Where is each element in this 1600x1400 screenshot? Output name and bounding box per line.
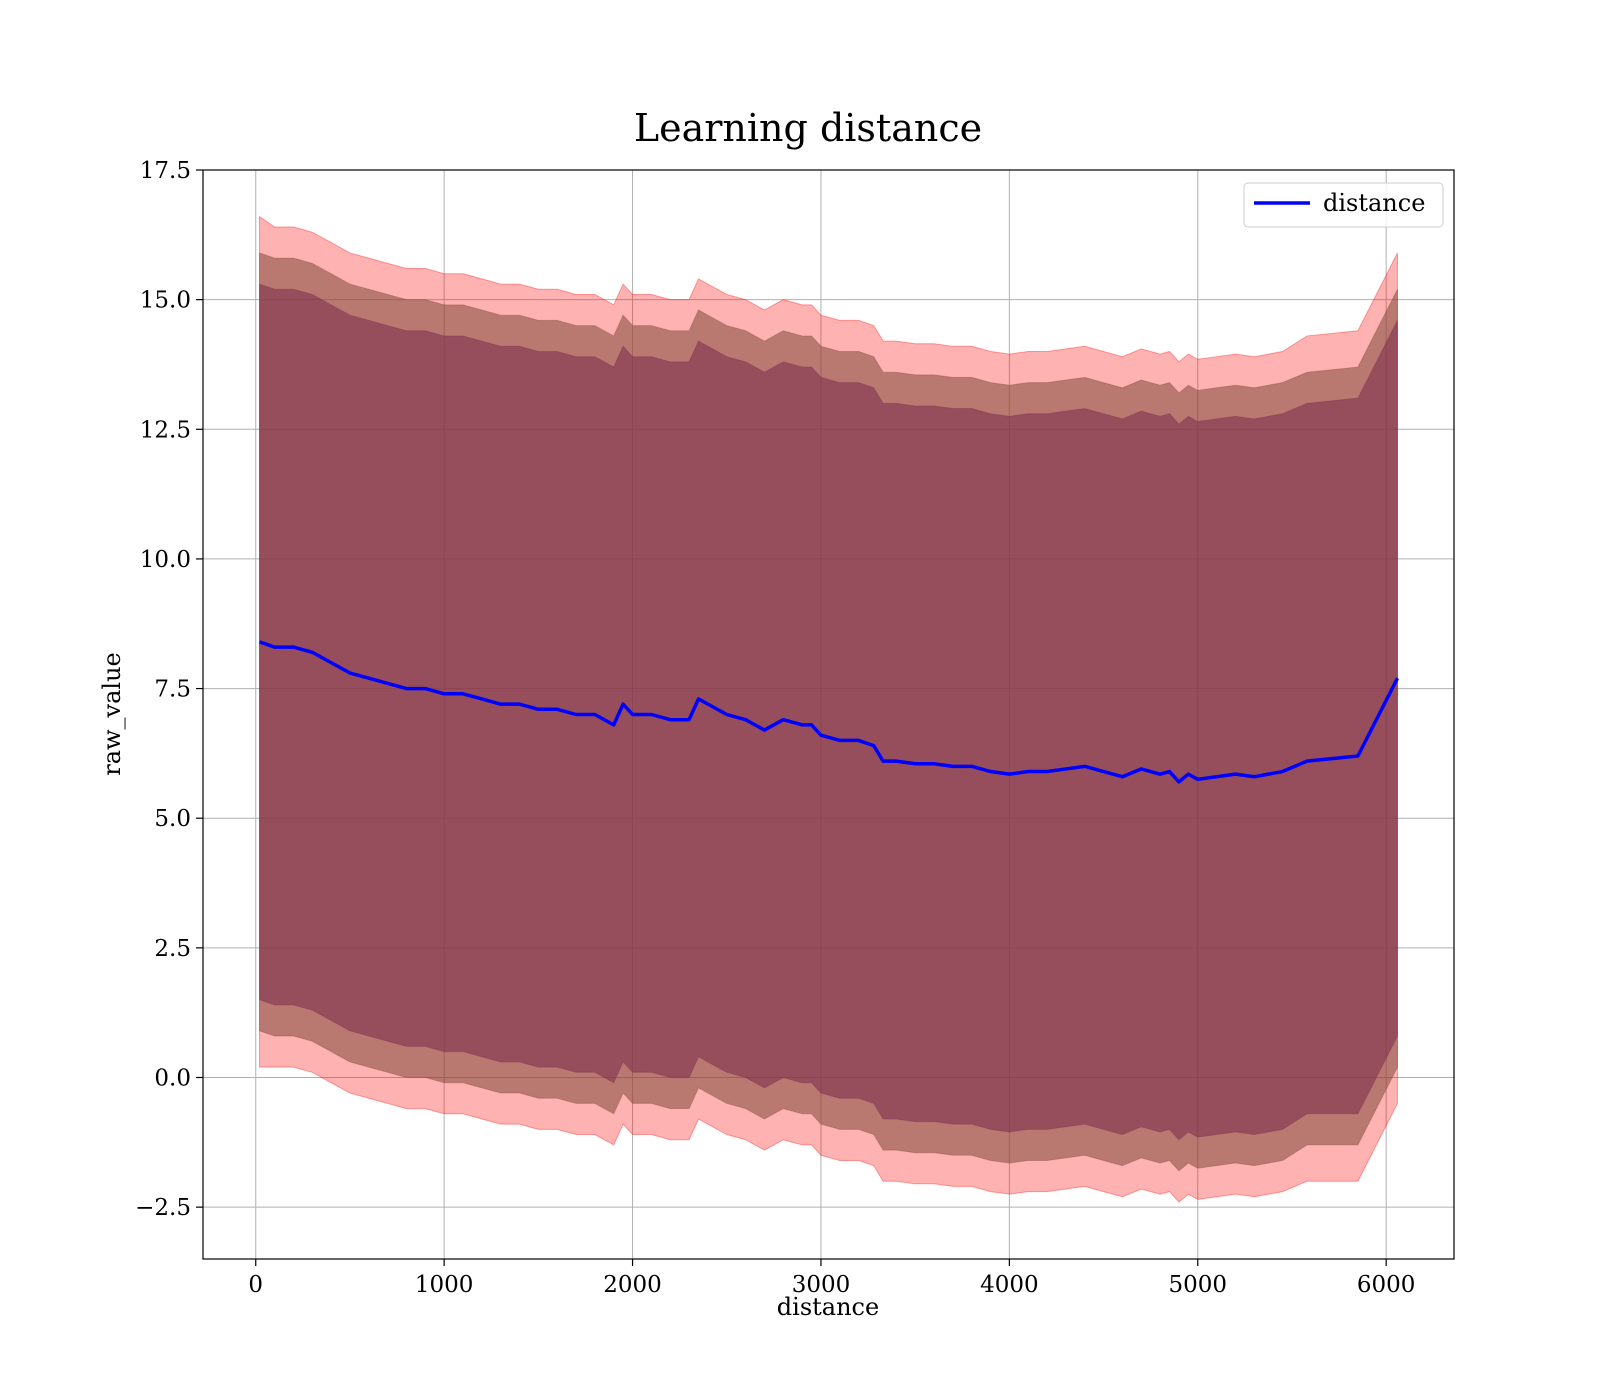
confidence-bands — [259, 215, 1398, 1203]
y-tick-label-3: 5.0 — [154, 806, 191, 832]
x-tick-label-4: 4000 — [980, 1272, 1039, 1298]
y-tick-label-4: 7.5 — [154, 677, 191, 703]
x-tick-label-0: 0 — [248, 1272, 263, 1298]
y-tick-label-7: 15.0 — [140, 288, 191, 314]
x-axis-ticks: 0 1000 2000 3000 4000 5000 6000 — [248, 1259, 1415, 1298]
band-2 — [259, 283, 1398, 1141]
y-tick-label-8: 17.5 — [140, 158, 191, 184]
y-axis-label: raw_value — [98, 652, 126, 776]
x-tick-label-1: 1000 — [415, 1272, 474, 1298]
legend-box — [1243, 182, 1444, 228]
legend: distance — [1243, 182, 1444, 228]
series-line-distance — [258, 640, 1400, 784]
plot-frame — [202, 169, 1455, 1260]
y-tick-label-1: 0.0 — [154, 1066, 191, 1092]
x-axis-label: distance — [777, 1293, 879, 1321]
y-axis-ticks: −2.5 0.0 2.5 5.0 7.5 10.0 12.5 15.0 17.5 — [135, 158, 203, 1221]
x-tick-label-2: 2000 — [603, 1272, 662, 1298]
series-lines — [258, 640, 1400, 784]
x-tick-label-6: 6000 — [1357, 1272, 1416, 1298]
y-tick-label-5: 10.0 — [140, 547, 191, 573]
x-tick-label-3: 3000 — [792, 1272, 851, 1298]
x-tick-label-5: 5000 — [1168, 1272, 1227, 1298]
y-tick-label-0: −2.5 — [135, 1195, 191, 1221]
chart-title: Learning distance — [634, 106, 982, 150]
y-tick-label-2: 2.5 — [154, 936, 191, 962]
legend-label-distance: distance — [1323, 189, 1425, 217]
y-tick-label-6: 12.5 — [140, 417, 191, 443]
